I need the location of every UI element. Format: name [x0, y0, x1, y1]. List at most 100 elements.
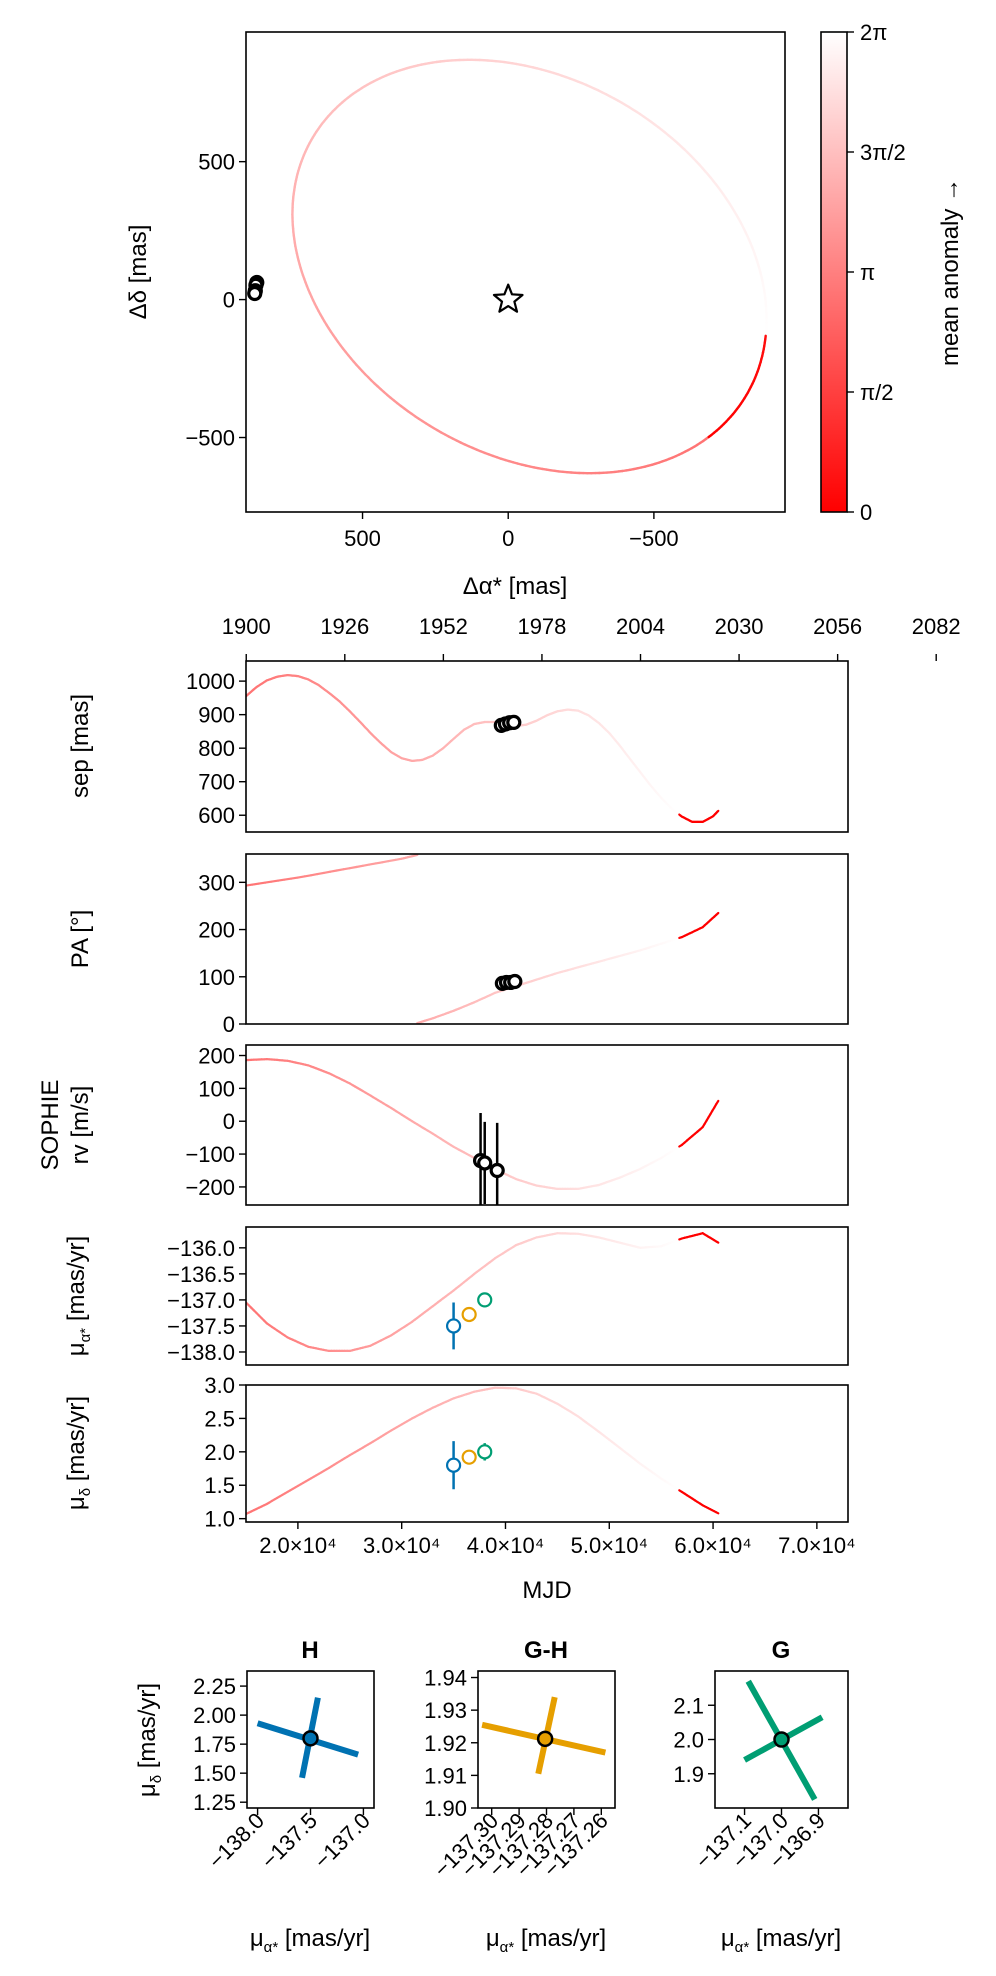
- colorbar-tick-label: π: [860, 260, 875, 285]
- colorbar-tick-label: 0: [860, 500, 872, 525]
- pa-model-seg-0-31: [414, 854, 419, 857]
- pm-G-center-point: [773, 1731, 790, 1748]
- pm-h-panel: H 1.25 1.50 1.75 2.00 2.25 −138.0−137.5−137.0…: [134, 1637, 375, 1956]
- rv-model-seg-0-183: [715, 1099, 720, 1106]
- pa-model-seg-0-14: [335, 868, 345, 872]
- separation-panel: 600 700 800 900 1000 sep [mas]: [67, 660, 849, 833]
- radial-velocity-frame: [245, 1044, 849, 1206]
- pm-GH-ytick-label: 1.92: [424, 1731, 467, 1756]
- mjd-xlabel: MJD: [522, 1577, 571, 1604]
- pa-model-seg-0-17: [355, 864, 364, 869]
- pm-h-title: H: [301, 1637, 318, 1664]
- sep-ytick-label: 800: [198, 736, 235, 761]
- separation-ylabel: sep [mas]: [67, 694, 94, 798]
- pm-G-ytick-label: 2.1: [673, 1693, 704, 1718]
- pmdec-panel: 1.0 1.5 2.0 2.5 3.0 2.0×10⁴ 3.0×10⁴ 4.0×10⁴ 5.0×…: [63, 1373, 856, 1604]
- pa-model-seg-0-8: [296, 875, 306, 879]
- year-tick-label: 2004: [616, 614, 665, 639]
- year-tick-label: 1952: [419, 614, 468, 639]
- pm-H-ytick-label: 1.50: [193, 1761, 236, 1786]
- pm-H-ytick-label: 2.00: [193, 1703, 236, 1728]
- pmdec-point-g-h: [461, 1449, 477, 1465]
- pm-H-ytick-label: 1.25: [193, 1790, 236, 1815]
- pm-gh-panel: G-H 1.901.911.921.931.94−137.30−137.29−1…: [424, 1637, 616, 1956]
- year-tick-label: 2030: [715, 614, 764, 639]
- pa-ytick-label: 0: [223, 1012, 235, 1037]
- pm-H-xtick-label: −138.0: [203, 1808, 269, 1874]
- pm-gh-xlabel: μα* [mas/yr]: [486, 1925, 606, 1956]
- colorbar: 0 π/2 π 3π/2 2π mean anomaly →: [820, 20, 964, 525]
- astrometry-panel: 500 0 −500 500 0 −500 Δα* [mas] Δδ [mas]: [125, 31, 786, 600]
- pmdec-point-g: [477, 1444, 493, 1460]
- pa-ytick-label: 200: [198, 918, 235, 943]
- year-tick-label: 1926: [320, 614, 369, 639]
- pm-g-xlabel-mu: μ: [721, 1925, 735, 1952]
- pmra-ytick-label: −136.0: [167, 1236, 235, 1261]
- rv-ytick-label: −200: [185, 1175, 235, 1200]
- pmra-ylabel-mu: μ: [63, 1342, 90, 1356]
- astrometry-ylabel: Δδ [mas]: [125, 225, 152, 320]
- pm-gh-xlabel-unit: [mas/yr]: [514, 1925, 606, 1952]
- mjd-tick-label: 3.0×10⁴: [363, 1533, 440, 1558]
- sep-ytick-label: 900: [198, 703, 235, 728]
- pa-ytick-label: 300: [198, 870, 235, 895]
- pa-model-seg-0-21: [381, 859, 390, 864]
- rv-point: [489, 1162, 505, 1179]
- pmdec-ylabel: μδ [mas/yr]: [63, 1396, 94, 1510]
- pmdec-ytick-label: 2.0: [204, 1440, 235, 1465]
- colorbar-tick-label: 2π: [860, 20, 887, 45]
- astrometry-point: [247, 285, 263, 302]
- pm-h-xlabel-mu: μ: [250, 1925, 264, 1952]
- pm-GH-ytick-label: 1.90: [424, 1796, 467, 1821]
- pa-model-seg-1-119: [715, 911, 720, 916]
- rv-ytick-label: 100: [198, 1076, 235, 1101]
- star-icon: [492, 283, 524, 313]
- pm-gh-title: G-H: [524, 1637, 568, 1664]
- pa-ytick-label: 100: [198, 965, 235, 990]
- pa-model-seg-0-22: [387, 858, 397, 863]
- astrometry-xtick-label: 500: [344, 526, 381, 551]
- pmdec-ytick-label: 2.5: [204, 1406, 235, 1431]
- year-tick-label: 1900: [222, 614, 271, 639]
- mjd-tick-label: 6.0×10⁴: [674, 1533, 751, 1558]
- pmra-ylabel-sub: α*: [77, 1328, 94, 1343]
- year-tick-label: 1978: [517, 614, 566, 639]
- pm-H-center-point: [302, 1730, 319, 1747]
- pm-h-ylabel-sub: δ: [148, 1775, 165, 1783]
- pmra-ytick-label: −138.0: [167, 1340, 235, 1365]
- pmdec-model-seg-0-183: [715, 1511, 720, 1515]
- position-angle-panel: 0 100 200 300 PA [°]: [67, 853, 849, 1037]
- sep-ytick-label: 1000: [186, 669, 235, 694]
- sep-point: [506, 714, 522, 730]
- year-tick-label: 2056: [813, 614, 862, 639]
- pmra-ylabel: μα* [mas/yr]: [63, 1236, 94, 1356]
- pm-g-xlabel-sub: α*: [735, 1939, 750, 1956]
- pm-H-xtick-label: −137.5: [256, 1808, 322, 1874]
- colorbar-tick-label: π/2: [860, 380, 894, 405]
- sep-ytick-label: 600: [198, 803, 235, 828]
- astrometry-ytick-label: −500: [185, 426, 235, 451]
- pm-h-xlabel-sub: α*: [264, 1939, 279, 1956]
- pa-model-seg-0-12: [322, 870, 332, 875]
- pmra-ytick-label: −136.5: [167, 1262, 235, 1287]
- pm-H-ytick-label: 2.25: [193, 1674, 236, 1699]
- radial-velocity-ylabel-line2: rv [m/s]: [67, 1086, 94, 1165]
- position-angle-frame: [245, 853, 849, 1025]
- pm-h-ylabel: μδ [mas/yr]: [134, 1683, 165, 1797]
- astrometry-xtick-label: 0: [502, 526, 514, 551]
- pm-H-xtick-label: −137.0: [309, 1808, 375, 1874]
- pmdec-ytick-label: 1.0: [204, 1507, 235, 1532]
- pmra-ytick-label: −137.5: [167, 1314, 235, 1339]
- pm-H-ytick-label: 1.75: [193, 1732, 236, 1757]
- pmdec-ylabel-sub: δ: [77, 1488, 94, 1496]
- astrometry-ytick-label: 500: [198, 150, 235, 175]
- pmra-point-h: [445, 1318, 462, 1334]
- pmdec-ytick-label: 1.5: [204, 1473, 235, 1498]
- pmra-point-g-h: [461, 1306, 477, 1323]
- mjd-tick-label: 7.0×10⁴: [778, 1533, 855, 1558]
- pm-g-xlabel-unit: [mas/yr]: [749, 1925, 841, 1952]
- rv-ytick-label: 0: [223, 1109, 235, 1134]
- pmdec-ylabel-mu: μ: [63, 1496, 90, 1510]
- pm-h-xlabel: μα* [mas/yr]: [250, 1925, 370, 1956]
- year-axis: 1900 1926 1952 1978 2004 2030 2056 2082: [222, 614, 961, 661]
